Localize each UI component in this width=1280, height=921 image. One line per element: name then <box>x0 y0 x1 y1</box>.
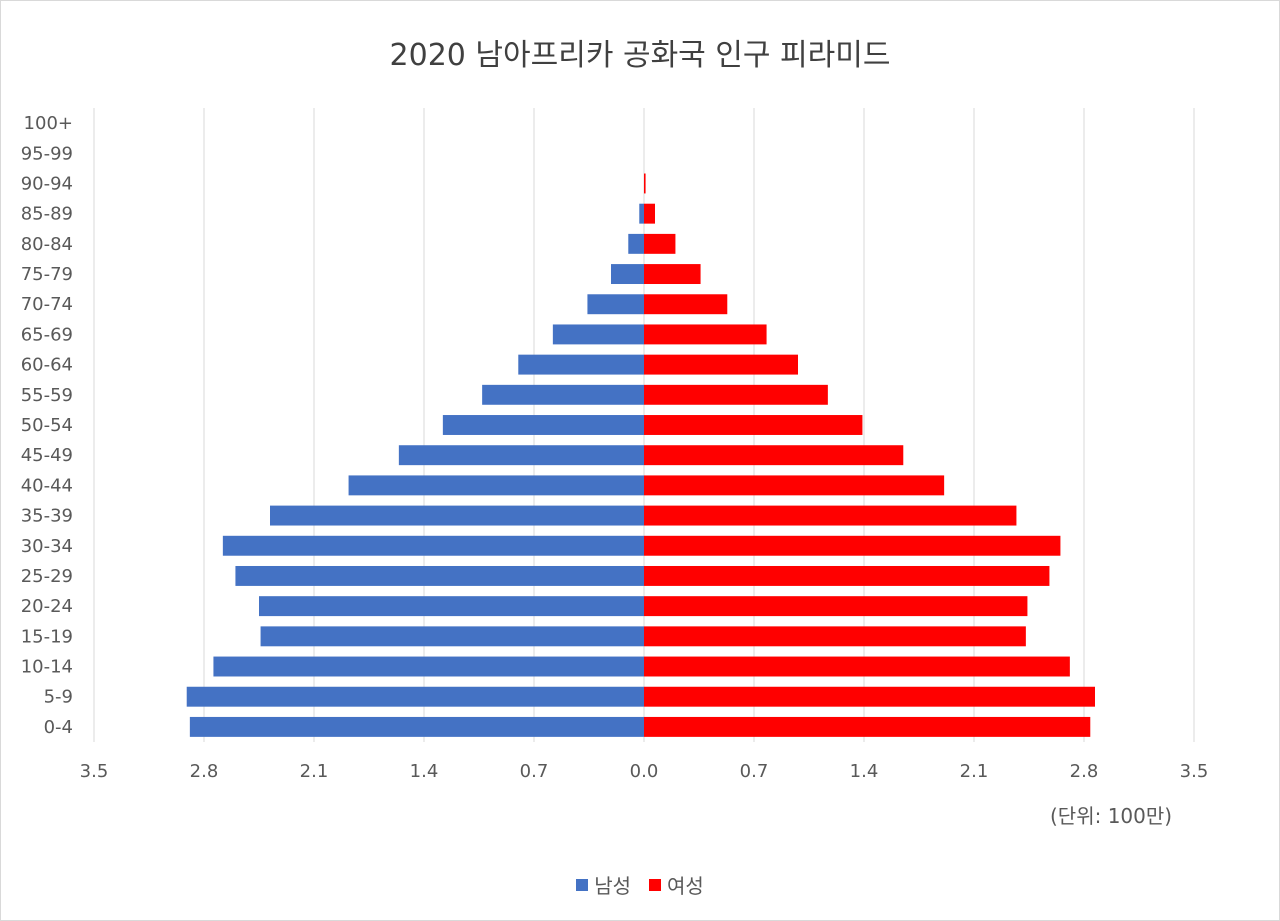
bar-female <box>644 716 1091 737</box>
bar-male <box>348 475 644 496</box>
bar-female <box>644 535 1061 556</box>
y-tick-label: 25-29 <box>21 566 73 587</box>
bar-female <box>644 264 701 285</box>
bar-male <box>552 324 644 345</box>
legend: 남성 여성 <box>0 870 1280 899</box>
bar-male <box>628 233 644 254</box>
x-tick-label: 2.1 <box>300 761 329 782</box>
bar-male <box>639 203 644 224</box>
legend-label-male: 남성 <box>594 874 631 898</box>
bar-male <box>398 445 644 466</box>
x-tick-label: 2.1 <box>960 761 989 782</box>
x-tick-label: 3.5 <box>1180 761 1209 782</box>
bar-male <box>587 294 644 315</box>
bar-female <box>644 415 863 435</box>
bar-female <box>644 445 904 466</box>
y-tick-label: 45-49 <box>21 445 73 466</box>
legend-swatch-female <box>649 878 661 891</box>
bar-female <box>644 203 655 224</box>
bar-female <box>644 233 676 254</box>
bar-male <box>213 656 644 677</box>
bar-female <box>644 173 646 194</box>
bar-female <box>644 656 1070 677</box>
y-tick-label: 90-94 <box>21 173 73 194</box>
y-tick-label: 70-74 <box>21 294 73 315</box>
bar-female <box>644 596 1028 617</box>
y-tick-label: 65-69 <box>21 324 73 345</box>
y-tick-label: 15-19 <box>21 626 73 647</box>
x-tick-label: 2.8 <box>1070 761 1099 782</box>
y-tick-label: 35-39 <box>21 506 73 527</box>
y-tick-label: 0-4 <box>44 717 73 738</box>
legend-item-female: 여성 <box>649 870 704 899</box>
unit-note: (단위: 100만) <box>1050 804 1173 828</box>
bar-female <box>644 686 1095 707</box>
x-tick-label: 1.4 <box>410 761 439 782</box>
legend-item-male: 남성 <box>576 870 631 899</box>
y-axis-labels: 100+ 95-99 90-94 85-89 80-84 75-79 70-74 65-69 6… <box>21 113 73 738</box>
bar-female <box>644 565 1050 586</box>
bar-female <box>644 384 828 405</box>
chart-title: 2020 남아프리카 공화국 인구 피라미드 <box>389 38 891 73</box>
y-tick-label: 50-54 <box>21 415 73 436</box>
bar-female <box>644 505 1017 526</box>
x-tick-label: 3.5 <box>80 761 109 782</box>
legend-swatch-male <box>576 878 589 891</box>
bar-female <box>644 626 1026 647</box>
bar-male <box>222 535 644 556</box>
bar-male <box>259 596 644 617</box>
bars <box>186 173 1095 737</box>
bar-male <box>442 415 644 435</box>
bar-female <box>644 324 767 345</box>
x-tick-label: 0.7 <box>740 761 769 782</box>
y-tick-label: 60-64 <box>21 355 73 376</box>
y-tick-label: 10-14 <box>21 657 73 678</box>
y-tick-label: 20-24 <box>21 596 73 617</box>
x-tick-label: 1.4 <box>850 761 879 782</box>
x-tick-label: 0.7 <box>520 761 549 782</box>
x-tick-label: 0.0 <box>630 761 659 782</box>
bar-female <box>644 354 798 375</box>
bar-male <box>235 565 644 586</box>
y-tick-label: 100+ <box>24 113 73 134</box>
y-tick-label: 75-79 <box>21 264 73 285</box>
bar-female <box>644 294 728 315</box>
y-tick-label: 85-89 <box>21 204 73 225</box>
y-tick-label: 5-9 <box>44 687 73 708</box>
bar-male <box>611 264 644 285</box>
bar-male <box>186 686 644 707</box>
y-tick-label: 95-99 <box>21 143 73 164</box>
x-axis-labels: 3.5 2.8 2.1 1.4 0.7 0.0 0.7 1.4 2.1 2.8 3.5 <box>80 761 1209 782</box>
bar-male <box>482 384 644 405</box>
bar-male <box>189 716 644 737</box>
y-tick-label: 40-44 <box>21 475 73 496</box>
legend-label-female: 여성 <box>667 874 704 898</box>
y-tick-label: 80-84 <box>21 234 73 255</box>
y-tick-label: 30-34 <box>21 536 73 557</box>
bar-male <box>270 505 644 526</box>
bar-male <box>260 626 644 647</box>
x-tick-label: 2.8 <box>190 761 219 782</box>
y-tick-label: 55-59 <box>21 385 73 406</box>
bar-male <box>518 354 644 375</box>
bar-female <box>644 475 945 496</box>
